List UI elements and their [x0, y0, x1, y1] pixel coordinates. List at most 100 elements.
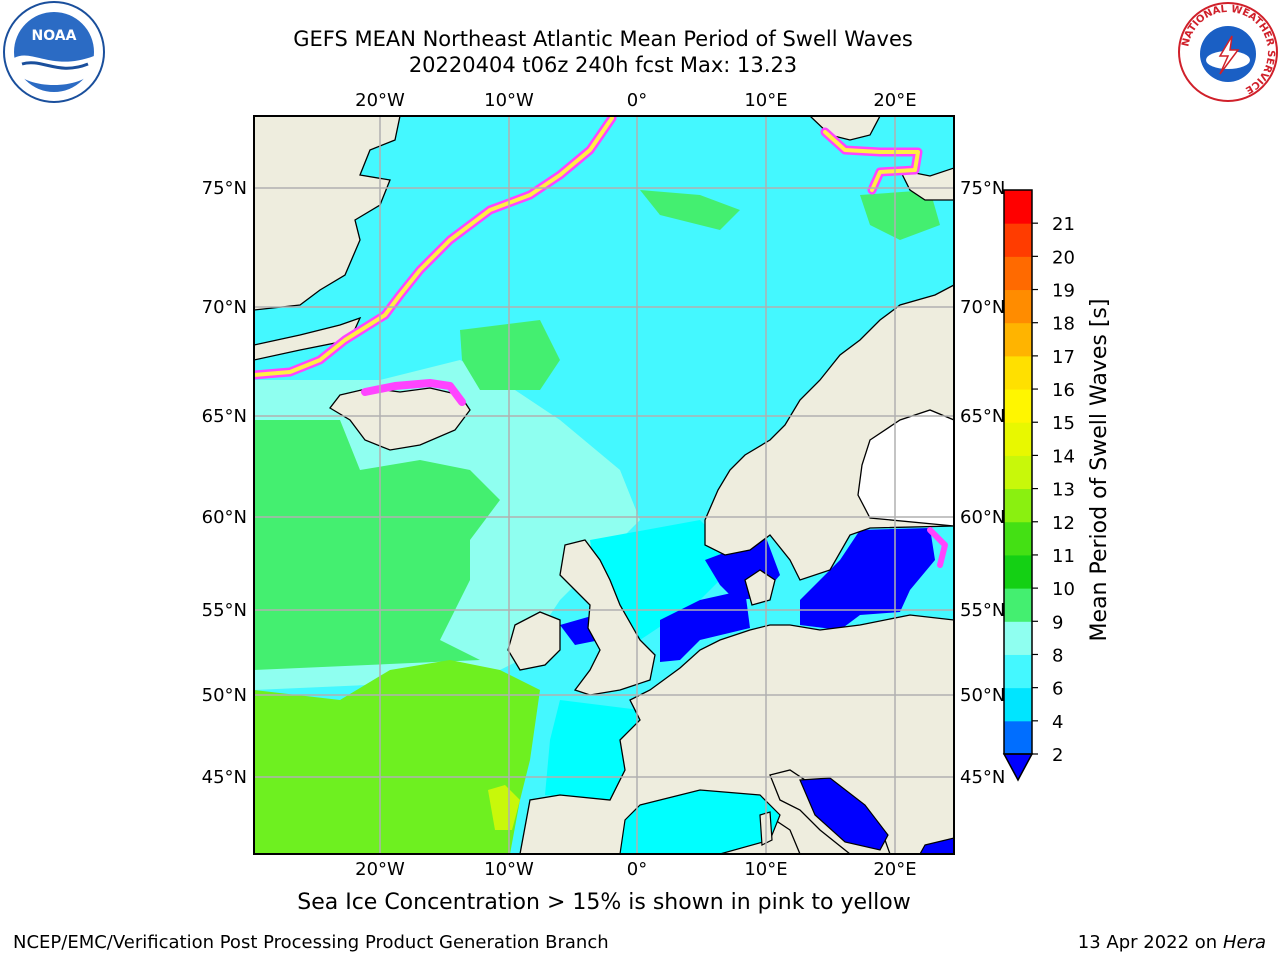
colorbar-band	[1004, 521, 1032, 556]
lon-label-top: 20°W	[355, 90, 405, 111]
swell-zone-lime-south	[254, 660, 540, 854]
colorbar-band	[1004, 322, 1032, 357]
lat-labels-left: 75°N 70°N 65°N 60°N 55°N 50°N 45°N	[202, 178, 247, 788]
lat-label-left: 60°N	[202, 507, 247, 528]
colorbar-band	[1004, 355, 1032, 390]
colorbar-band	[1004, 455, 1032, 490]
shallow-zone-north-sea-south	[660, 590, 750, 662]
footer-date: 13 Apr 2022 on Hera	[1078, 932, 1266, 953]
colorbar-label: Mean Period of Swell Waves [s]	[1087, 299, 1112, 642]
shallow-zone-skagerrak	[705, 535, 780, 600]
colorbar-band	[1004, 389, 1032, 423]
land-greenland	[254, 116, 401, 311]
lon-label-top: 10°W	[484, 90, 534, 111]
lon-label-bottom: 10°W	[484, 859, 534, 880]
colorbar-tick-label: 10	[1052, 579, 1075, 600]
colorbar-band	[1004, 488, 1032, 523]
colorbar-band	[1004, 554, 1032, 589]
lat-label-right: 70°N	[960, 297, 1005, 318]
sea-ice-greenland	[254, 116, 617, 380]
colorbar-band	[1004, 256, 1032, 291]
lat-label-left: 45°N	[202, 767, 247, 788]
colorbar-tick-label: 16	[1052, 380, 1075, 401]
land-scandinavia	[704, 284, 954, 581]
sea-ice-greenland-edge	[254, 116, 614, 377]
colorbar-band	[1004, 588, 1032, 622]
colorbar-tick-label: 14	[1052, 446, 1075, 467]
nws-logo: NATIONAL WEATHER SERVICE	[1176, 0, 1280, 108]
noaa-logo-text: NOAA	[32, 28, 77, 44]
mediterranean-adriatic-basin	[799, 777, 889, 851]
colorbar-tick-label: 19	[1052, 281, 1075, 302]
swell-zone-light-cyan	[254, 360, 640, 690]
swell-zone-cyan-north-sea	[590, 520, 740, 640]
lon-label-bottom: 0°	[627, 859, 647, 880]
footer-machine: Hera	[1222, 932, 1266, 953]
colorbar-tick-label: 8	[1052, 645, 1063, 666]
lat-label-left: 65°N	[202, 406, 247, 427]
swell-zone-green-north-2	[860, 190, 940, 240]
title-line-2: 20220404 t06z 240h fcst Max: 13.23	[408, 53, 798, 77]
lon-label-bottom: 20°E	[873, 859, 916, 880]
lat-label-left: 75°N	[202, 178, 247, 199]
colorbar-band	[1004, 223, 1032, 257]
land-great-britain	[559, 539, 656, 696]
colorbar-tick-label: 9	[1052, 612, 1063, 633]
land-continental-europe	[519, 614, 954, 854]
lat-label-right: 50°N	[960, 685, 1005, 706]
colorbar-band	[1004, 190, 1032, 224]
lat-label-right: 75°N	[960, 178, 1005, 199]
colorbar-frame	[1003, 189, 1033, 755]
ocean-background	[254, 116, 954, 854]
shallow-zone-baltic	[800, 528, 935, 630]
shallow-zone-adriatic	[798, 775, 885, 850]
colorbar-tick-label: 20	[1052, 247, 1075, 268]
land-denmark	[744, 569, 776, 606]
colorbar-tick-label: 21	[1052, 214, 1075, 235]
title-line-1: GEFS MEAN Northeast Atlantic Mean Period…	[293, 27, 913, 51]
lon-label-top: 20°E	[873, 90, 916, 111]
colorbar-tick-label: 17	[1052, 347, 1075, 368]
sea-ice-note: Sea Ice Concentration > 15% is shown in …	[297, 890, 911, 915]
lat-label-right: 45°N	[960, 767, 1005, 788]
lon-label-top: 10°E	[744, 90, 787, 111]
land-north-africa-edge	[669, 799, 801, 854]
footer-date-text: 13 Apr 2022 on	[1077, 932, 1223, 953]
colorbar-under-arrow	[1002, 753, 1034, 782]
footer-branch: NCEP/EMC/Verification Post Processing Pr…	[13, 932, 609, 953]
colorbar-tick-label: 12	[1052, 513, 1075, 534]
colorbar-tick-label: 15	[1052, 413, 1075, 434]
map-frame	[253, 115, 955, 855]
colorbar-tick-label: 4	[1052, 712, 1063, 733]
colorbar: 2 4 6 8 9 10 11 12 13 14 15 16 17 18 19 20 21	[1002, 189, 1075, 782]
colorbar-tick-label: 6	[1052, 679, 1063, 700]
swell-zone-green-north	[640, 190, 740, 230]
lat-labels-right: 75°N 70°N 65°N 60°N 55°N 50°N 45°N	[960, 178, 1005, 788]
land-svalbard-east	[898, 167, 954, 201]
map-graticule	[254, 116, 954, 854]
swell-zone-green-west	[254, 420, 500, 670]
colorbar-tick-label: 13	[1052, 480, 1075, 501]
sea-ice-iceland-north	[361, 379, 466, 406]
land-iceland	[329, 387, 471, 451]
sea-ice-svalbard	[820, 127, 923, 195]
colorbar-band	[1004, 289, 1032, 324]
shallow-zone-irish-sea	[560, 615, 600, 645]
colorbar-band	[1004, 654, 1032, 689]
lon-labels-top: 20°W 10°W 0° 10°E 20°E	[355, 90, 916, 111]
colorbar-tick-label: 11	[1052, 546, 1075, 567]
colorbar-band	[1004, 621, 1032, 655]
map-title: GEFS MEAN Northeast Atlantic Mean Period…	[0, 26, 1206, 78]
land-gulf-of-bothnia-void	[857, 409, 954, 527]
swell-zone-cyan-biscay	[545, 700, 640, 800]
sea-ice-svalbard-edge	[823, 130, 920, 192]
lon-label-bottom: 20°W	[355, 859, 405, 880]
colorbar-band	[1004, 422, 1032, 456]
land-italy	[769, 769, 891, 854]
noaa-logo: NOAA	[2, 0, 106, 108]
lat-label-right: 65°N	[960, 406, 1005, 427]
land-svalbard	[809, 116, 881, 141]
lon-label-bottom: 10°E	[744, 859, 787, 880]
mediterranean-east	[919, 837, 954, 854]
